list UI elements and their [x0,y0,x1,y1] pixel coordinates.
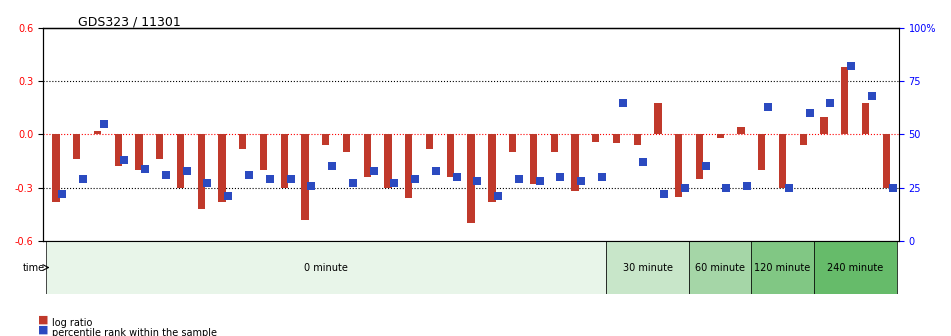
Bar [198,134,204,209]
Text: 240 minute: 240 minute [827,262,883,272]
Bar [384,134,392,188]
Point [573,179,589,184]
Point [242,172,257,178]
Bar [717,134,724,138]
Bar [114,134,122,166]
Point [698,164,713,169]
Bar [488,134,495,202]
FancyBboxPatch shape [46,241,606,294]
Point [282,176,298,182]
Bar [737,127,745,134]
Point [844,64,859,69]
Bar [405,134,413,198]
Point [864,93,880,99]
Point [54,192,69,197]
Point [802,111,817,116]
Text: 60 minute: 60 minute [695,262,746,272]
Bar [94,131,101,134]
Bar [468,134,475,223]
Bar [260,134,267,170]
Point [885,185,901,191]
Bar [509,134,516,152]
Bar [177,134,184,188]
FancyBboxPatch shape [751,241,814,294]
Text: percentile rank within the sample: percentile rank within the sample [52,328,218,336]
Bar [800,134,806,145]
Bar [156,134,164,159]
Point [532,179,547,184]
Bar [530,134,537,184]
Point [303,183,319,188]
Bar [52,134,60,202]
Bar [447,134,454,177]
Bar [572,134,578,191]
Point [656,192,671,197]
Bar [426,134,434,149]
Bar [758,134,766,170]
Text: log ratio: log ratio [52,318,92,328]
Text: 30 minute: 30 minute [623,262,672,272]
Point [615,100,631,105]
Bar [821,117,827,134]
FancyBboxPatch shape [689,241,751,294]
Point [96,121,111,126]
Bar [654,102,662,134]
Bar [592,134,599,141]
Bar [73,134,80,159]
Bar [551,134,558,152]
Bar [612,134,620,143]
Point [221,194,236,199]
FancyBboxPatch shape [814,241,897,294]
Point [761,104,776,110]
Point [138,166,153,171]
Point [262,176,278,182]
Text: GDS323 / 11301: GDS323 / 11301 [78,15,181,28]
Point [159,172,174,178]
Bar [239,134,246,149]
Bar [135,134,143,170]
Point [740,183,755,188]
Point [179,168,194,173]
Text: 0 minute: 0 minute [304,262,348,272]
Bar [281,134,288,188]
Point [75,176,90,182]
Point [366,168,381,173]
Text: time: time [23,262,45,272]
Bar [675,134,683,197]
Point [553,174,568,180]
Bar [343,134,350,152]
Point [117,157,132,163]
Bar [219,134,225,202]
Point [677,185,692,191]
Point [719,185,734,191]
Point [636,160,651,165]
Point [781,185,796,191]
Bar [301,134,309,220]
Bar [363,134,371,177]
Bar [883,134,890,188]
Point [470,179,485,184]
Point [449,174,464,180]
Point [324,164,340,169]
Point [428,168,443,173]
Point [387,181,402,186]
Text: 120 minute: 120 minute [754,262,810,272]
Bar [696,134,703,179]
Point [491,194,506,199]
Text: ■: ■ [38,325,49,335]
Point [345,181,360,186]
Bar [862,102,869,134]
FancyBboxPatch shape [606,241,689,294]
Bar [779,134,786,188]
Point [594,174,610,180]
Point [823,100,838,105]
Point [407,176,422,182]
Bar [633,134,641,145]
Point [200,181,215,186]
Bar [842,67,848,134]
Text: ■: ■ [38,314,49,325]
Bar [322,134,329,145]
Point [512,176,527,182]
